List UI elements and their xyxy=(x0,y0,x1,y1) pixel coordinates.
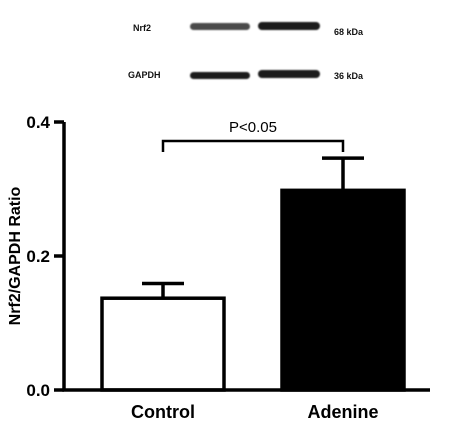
significance-label: P<0.05 xyxy=(229,119,277,136)
y-tick-label: 0.0 xyxy=(26,381,50,400)
gapdh-band-control xyxy=(190,72,250,79)
y-tick-label: 0.2 xyxy=(26,247,50,266)
blot-protein-label-gapdh: GAPDH xyxy=(128,70,161,80)
blot-size-label-gapdh: 36 kDa xyxy=(334,71,364,81)
gapdh-band-adenine xyxy=(258,70,320,78)
blot-size-label-nrf2: 68 kDa xyxy=(334,27,364,37)
y-tick-label: 0.4 xyxy=(26,113,50,132)
significance-bracket xyxy=(161,139,345,152)
nrf2-band-control xyxy=(190,23,250,30)
x-tick-label-control: Control xyxy=(131,402,195,422)
nrf2-band-adenine xyxy=(258,22,320,30)
western-blot-panel: Nrf2 68 kDa GAPDH 36 kDa xyxy=(0,0,459,100)
y-axis-title: Nrf2/GAPDH Ratio xyxy=(7,186,24,325)
blot-protein-label-nrf2: Nrf2 xyxy=(133,23,152,33)
bar-adenine xyxy=(280,188,406,392)
x-tick-label-adenine: Adenine xyxy=(307,402,378,422)
bar-control xyxy=(100,296,226,392)
